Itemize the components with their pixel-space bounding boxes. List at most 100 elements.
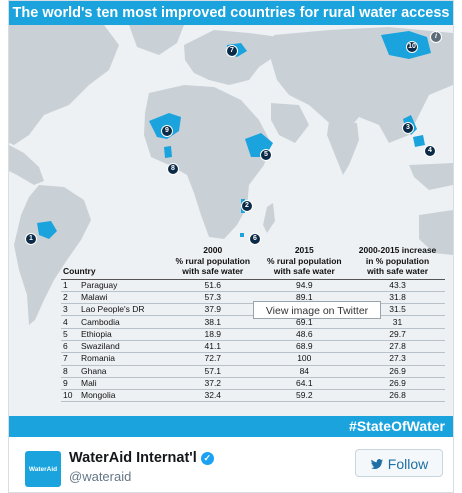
- swaziland-highlight: [240, 233, 244, 237]
- table-row: 4 Cambodia 38.1 69.1 31: [61, 315, 445, 329]
- increase-cell: 26.9: [350, 365, 445, 378]
- value-2000-cell: 72.7: [167, 352, 259, 366]
- column-header-increase: 2000-2015 increase in % population with …: [350, 245, 445, 280]
- country-cell: Mongolia: [79, 389, 167, 403]
- map-marker-6: 6: [249, 233, 261, 245]
- country-cell: Ethiopia: [79, 328, 167, 341]
- map-marker-4: 4: [424, 145, 436, 157]
- country-cell: Paraguay: [79, 279, 167, 292]
- australia-landmass: [419, 210, 453, 255]
- follow-button[interactable]: Follow: [355, 449, 443, 477]
- greenland-landmass: [129, 25, 184, 55]
- avatar[interactable]: WaterAid: [25, 451, 61, 487]
- column-header-country: Country: [61, 245, 167, 280]
- value-2015-cell: 59.2: [258, 389, 351, 403]
- follow-button-label: Follow: [387, 456, 429, 472]
- rank-cell: 6: [61, 340, 79, 354]
- table-row: 2 Malawi 57.3 89.1 31.8: [61, 291, 445, 305]
- rank-cell: 2: [61, 291, 79, 305]
- table-row: 1 Paraguay 51.6 94.9 43.3: [61, 279, 445, 292]
- map-marker-3: 3: [402, 122, 414, 134]
- avatar-label: WaterAid: [28, 465, 58, 473]
- increase-cell: 26.8: [350, 389, 445, 403]
- country-cell: Romania: [79, 352, 167, 366]
- rank-cell: 10: [61, 389, 79, 403]
- map-marker-9: 9: [161, 125, 173, 137]
- rank-cell: 4: [61, 315, 79, 329]
- cambodia-highlight: [413, 135, 425, 147]
- value-2015-cell: 94.9: [258, 279, 351, 292]
- value-2000-cell: 37.2: [167, 377, 259, 391]
- value-2000-cell: 37.9: [167, 303, 259, 317]
- map-marker-8: 8: [167, 163, 179, 175]
- map-marker-7: 7: [226, 45, 238, 57]
- tweet-footer: WaterAid WaterAid Internat'l ✓ @wateraid …: [9, 437, 453, 492]
- rank-cell: 8: [61, 365, 79, 378]
- table-header-row: Country 2000 % rural population with saf…: [61, 245, 445, 280]
- map-marker-5: 5: [260, 149, 272, 161]
- table-row: 9 Mali 37.2 64.1 26.9: [61, 377, 445, 391]
- column-header-2000: 2000 % rural population with safe water: [167, 245, 259, 280]
- europe-landmass: [184, 30, 279, 85]
- view-image-tooltip: View image on Twitter: [253, 301, 381, 319]
- tweet-card: The world's ten most improved countries …: [8, 0, 454, 493]
- column-header-2015: 2015 % rural population with safe water: [258, 245, 351, 280]
- country-cell: Swaziland: [79, 340, 167, 354]
- table-row: 7 Romania 72.7 100 27.3: [61, 352, 445, 366]
- india-landmass: [327, 121, 359, 175]
- map-marker-10: 10: [406, 41, 418, 53]
- central-america-landmass: [9, 145, 44, 185]
- table-row: 6 Swaziland 41.1 68.9 27.8: [61, 340, 445, 354]
- table-row: 8 Ghana 57.1 84 26.9: [61, 365, 445, 378]
- increase-cell: 27.8: [350, 340, 445, 354]
- south-america-landmass: [14, 185, 91, 325]
- data-table-area: Country 2000 % rural population with saf…: [61, 245, 453, 403]
- country-cell: Lao People's DR: [79, 303, 167, 317]
- value-2000-cell: 32.4: [167, 389, 259, 403]
- increase-cell: 31.8: [350, 291, 445, 305]
- arabia-landmass: [271, 103, 309, 143]
- country-cell: Mali: [79, 377, 167, 391]
- ghana-highlight: [164, 146, 172, 158]
- map-marker-2: 2: [241, 200, 253, 212]
- hashtag-bar: #StateOfWater: [9, 416, 453, 437]
- infographic-title: The world's ten most improved countries …: [9, 1, 453, 25]
- value-2000-cell: 57.3: [167, 291, 259, 305]
- twitter-bird-icon: [370, 459, 384, 470]
- value-2000-cell: 41.1: [167, 340, 259, 354]
- increase-cell: 29.7: [350, 328, 445, 341]
- value-2015-cell: 100: [258, 352, 351, 366]
- value-2015-cell: 69.1: [258, 315, 351, 329]
- country-cell: Cambodia: [79, 315, 167, 329]
- increase-cell: 43.3: [350, 279, 445, 292]
- increase-cell: 31: [350, 315, 445, 329]
- increase-cell: 26.9: [350, 377, 445, 391]
- table-row: 10 Mongolia 32.4 59.2 26.8: [61, 389, 445, 403]
- infographic-image[interactable]: The world's ten most improved countries …: [9, 1, 453, 437]
- map-marker-1: 1: [25, 233, 37, 245]
- rank-cell: 5: [61, 328, 79, 341]
- account-name[interactable]: WaterAid Internat'l ✓: [69, 450, 214, 466]
- rank-cell: 3: [61, 303, 79, 317]
- value-2000-cell: 18.9: [167, 328, 259, 341]
- account-handle[interactable]: @wateraid: [69, 469, 132, 484]
- value-2015-cell: 48.6: [258, 328, 351, 341]
- madagascar-landmass: [263, 203, 275, 233]
- value-2000-cell: 38.1: [167, 315, 259, 329]
- value-2000-cell: 51.6: [167, 279, 259, 292]
- north-america-landmass: [9, 25, 119, 145]
- water-access-table: Country 2000 % rural population with saf…: [61, 245, 445, 403]
- value-2000-cell: 57.1: [167, 365, 259, 378]
- info-icon[interactable]: i: [430, 31, 442, 43]
- value-2015-cell: 64.1: [258, 377, 351, 391]
- country-cell: Ghana: [79, 365, 167, 378]
- verified-badge-icon: ✓: [200, 452, 214, 465]
- value-2015-cell: 68.9: [258, 340, 351, 354]
- rank-cell: 9: [61, 377, 79, 391]
- hashtag-label[interactable]: #StateOfWater: [349, 418, 445, 434]
- southeast-asia-islands: [409, 163, 453, 190]
- account-name-label: WaterAid Internat'l: [69, 450, 197, 466]
- country-cell: Malawi: [79, 291, 167, 305]
- value-2015-cell: 84: [258, 365, 351, 378]
- rank-cell: 7: [61, 352, 79, 366]
